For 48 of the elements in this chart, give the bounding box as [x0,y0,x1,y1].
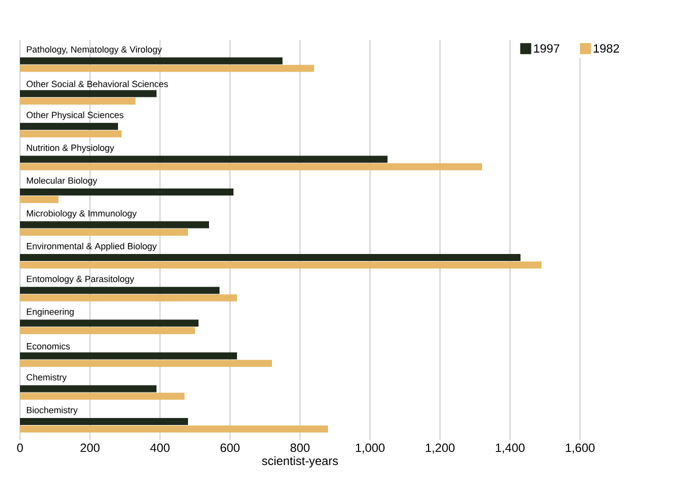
bar [20,188,234,196]
legend-label: 1997 [534,44,560,53]
y-tick-label: Pathology, Nematology & Virology [26,46,162,54]
x-tick-label: 1,000 [356,444,385,454]
bar [20,228,188,236]
y-tick-label: Engineering [26,308,74,317]
x-tick-label: 800 [290,444,310,452]
bar [20,221,210,228]
bar [20,163,482,170]
bar [20,425,328,432]
bar [20,196,59,203]
bar [20,352,238,360]
bar [20,418,188,425]
bar [20,294,238,302]
x-tick-label: 1,600 [566,444,595,454]
y-tick-label: Economics [26,342,70,350]
bar [20,156,388,163]
bar [20,254,520,262]
bar [20,64,314,72]
bar [20,130,122,138]
bar [20,392,185,400]
bar [20,286,220,294]
x-tick-label: 0 [17,444,23,452]
y-tick-label: Entomology & Parasitology [26,276,134,284]
bar [20,122,118,130]
y-tick-label: Nutrition & Physiology [26,144,114,153]
bar [20,262,542,269]
bar [20,360,272,367]
bar [20,57,283,64]
legend-label: 1982 [594,44,619,53]
y-tick-label: Other Social & Behavioral Sciences [26,80,168,88]
x-tick-label: 1,200 [426,444,455,454]
y-tick-label: Microbiology & Immunology [26,210,137,218]
y-tick-label: Other Physical Sciences [26,112,124,120]
x-tick-label: 1,400 [496,444,525,454]
y-tick-label: Molecular Biology [26,177,98,186]
bar [20,320,199,327]
x-tick-label: 200 [80,444,100,452]
x-axis-title: scientist-years [262,456,338,468]
bar [20,385,157,392]
bar [20,327,196,334]
x-tick-label: 400 [150,444,170,452]
bar [20,90,157,98]
y-tick-label: Biochemistry [26,406,78,416]
bar [20,98,136,105]
x-tick-label: 600 [220,444,240,452]
y-tick-label: Chemistry [26,374,67,382]
y-tick-label: Environmental & Applied Biology [26,242,157,252]
